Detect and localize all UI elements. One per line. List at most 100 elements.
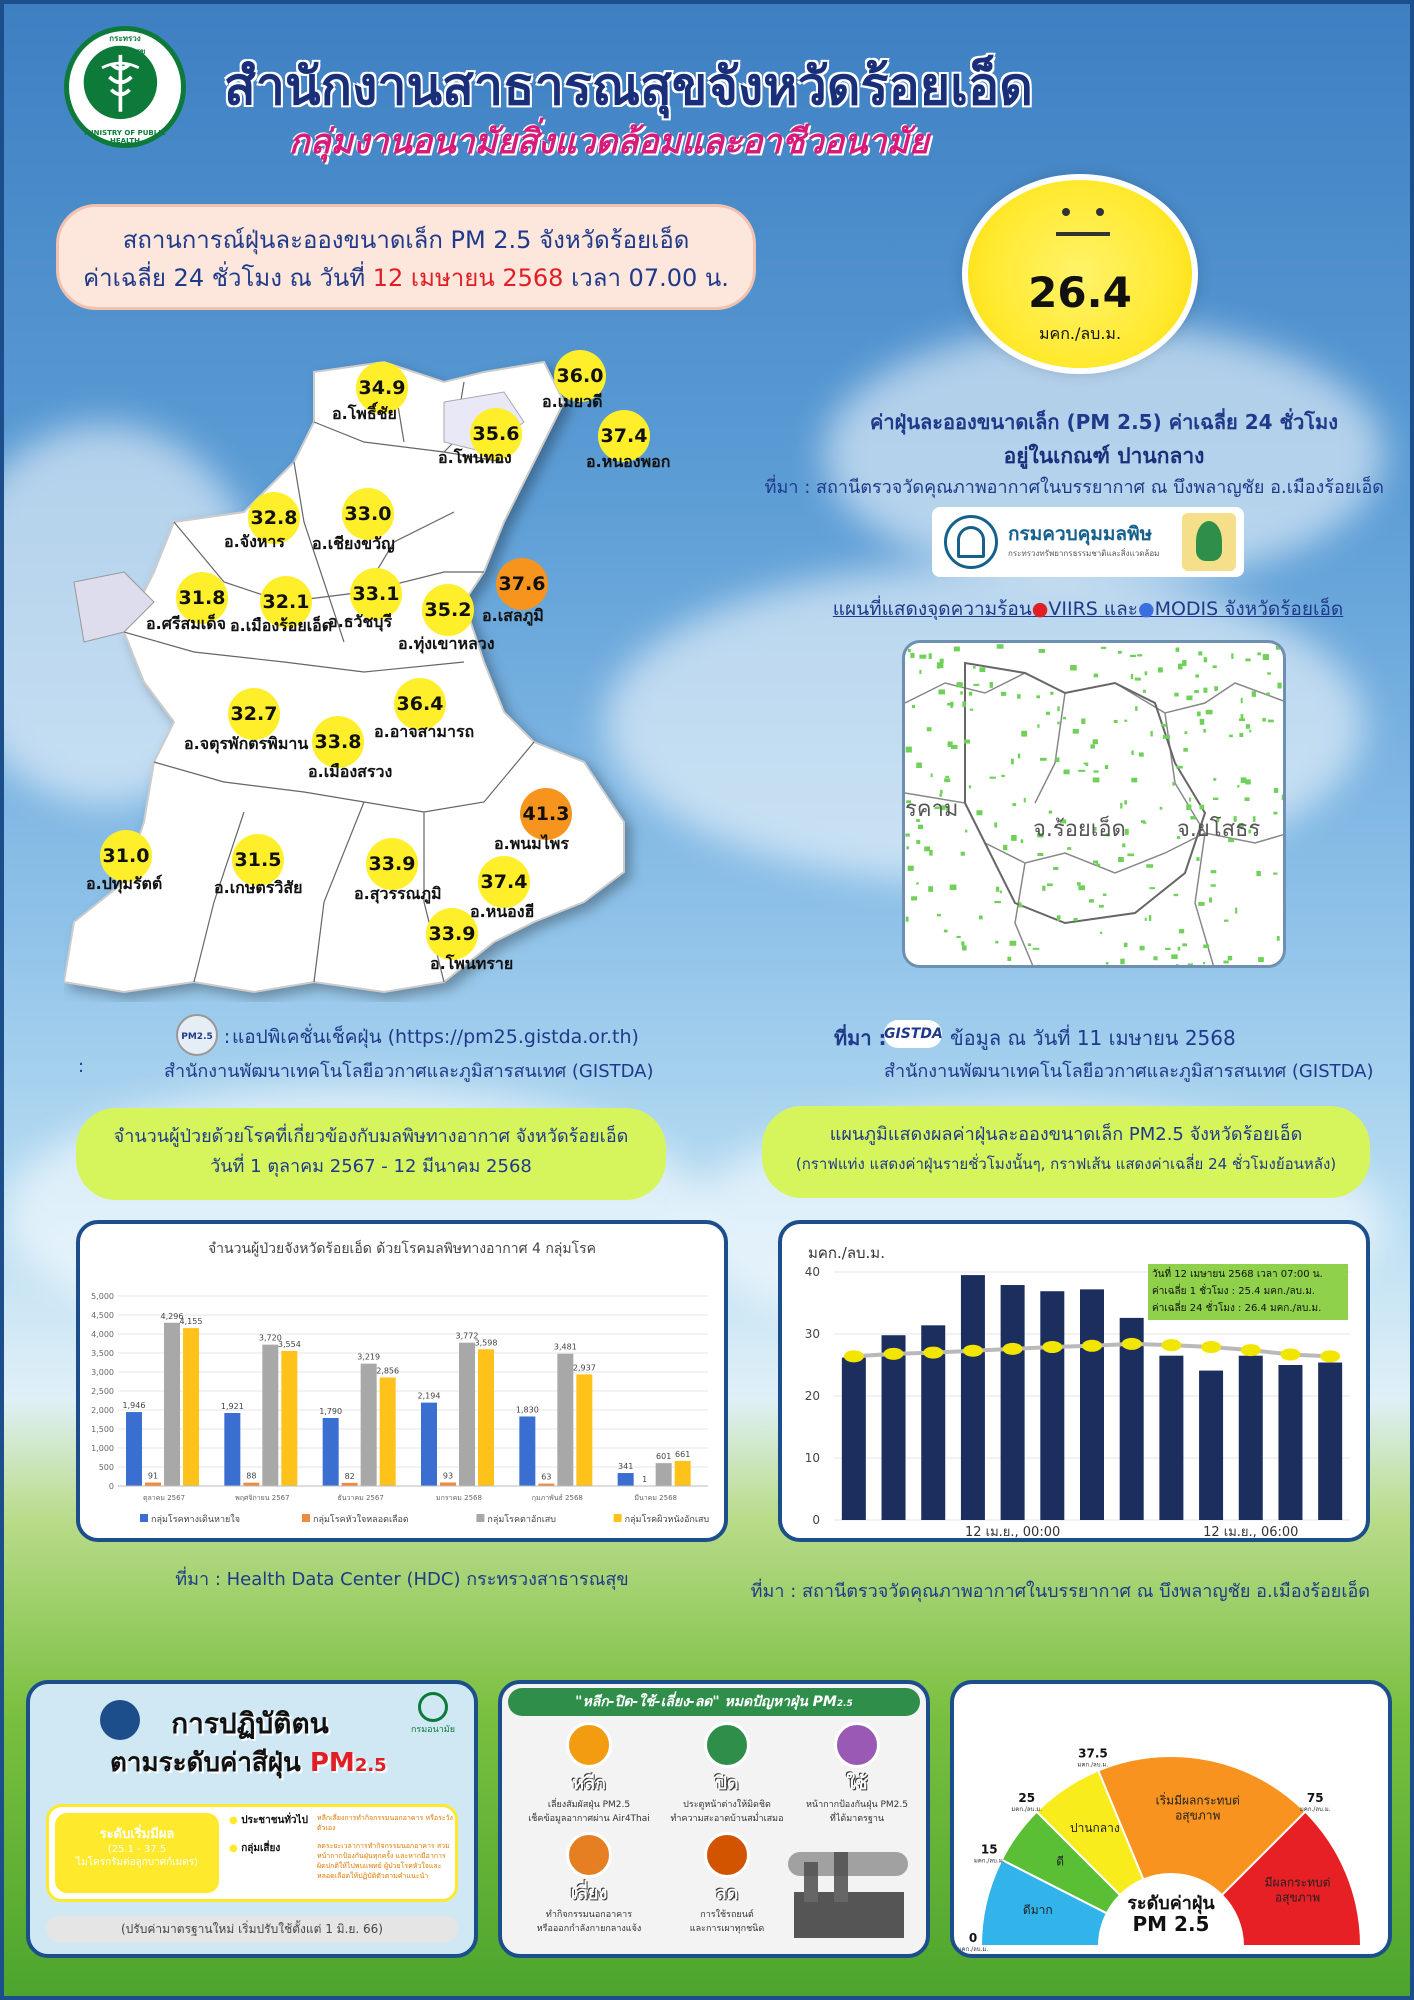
mascot-icon <box>100 1700 140 1740</box>
hotspot-mark <box>1123 942 1128 948</box>
gauge-slice-label: อสุขภาพ <box>1175 1809 1220 1824</box>
hotspot-mark <box>956 935 961 938</box>
y-tick-label: 1,500 <box>91 1425 114 1434</box>
hotspot-mark <box>917 824 923 830</box>
pm-heading-line-1: แผนภูมิแสดงผลค่าฝุ่นละอองขนาดเล็ก PM2.5 … <box>829 1124 1303 1145</box>
hotspot-mark <box>1011 758 1014 765</box>
gauge-tick-unit: มคก./ลบ.ม. <box>974 1857 1005 1864</box>
aqi-value: 26.4 <box>1028 268 1132 317</box>
y-tick-label: 2,000 <box>91 1406 114 1415</box>
bar <box>322 1417 339 1486</box>
district-value-bubble: 34.9 <box>356 362 408 414</box>
avg24-point <box>1042 1341 1063 1354</box>
hotspot-mark <box>1199 804 1205 810</box>
tip-item: ลด การใช้รถยนต์ และการเผาทุกชนิด <box>662 1832 792 1935</box>
hotspot-mark <box>1203 961 1206 965</box>
hotspot-mark <box>1017 694 1021 699</box>
hotspot-mark <box>1198 901 1205 906</box>
pcd-emblem-icon <box>944 515 998 569</box>
hotspot-mark <box>936 662 944 669</box>
district-value-bubble: 32.7 <box>228 688 280 740</box>
hotspot-mark <box>1229 734 1233 738</box>
hotspot-mark <box>1257 652 1261 656</box>
district-name-label: อ.เมืองสรวง <box>308 762 393 781</box>
y-tick-label: 2,500 <box>91 1387 114 1396</box>
hotspot-mark <box>1210 884 1216 887</box>
hotspot-mark <box>939 658 944 664</box>
hotspot-mark <box>949 884 957 891</box>
hotspot-mark <box>1214 688 1218 692</box>
patients-heading-box: จำนวนผู้ป่วยด้วยโรคที่เกี่ยวข้องกับมลพิษ… <box>76 1108 666 1200</box>
tips-title-text: "หลีก-ปิด-ใช้-เลี่ยง-ลด" หมดปัญหาฝุ่น PM <box>575 1694 837 1710</box>
hotspot-mark <box>1212 797 1219 800</box>
ministry-logo-small-icon <box>418 1692 448 1722</box>
pm-info-avg24: ค่าเฉลี่ย 24 ชั่วโมง : 26.4 มคก./ลบ.ม. <box>1152 1303 1322 1314</box>
y-tick-label: 0 <box>109 1482 114 1491</box>
hotspot-mark <box>924 846 930 852</box>
district-value-bubble: 31.0 <box>100 830 152 882</box>
modis-label: MODIS <box>1154 598 1219 620</box>
patients-bar-chart: 0 500 1,000 1,500 2,000 2,500 3,000 3,500 4,000 4… <box>91 1292 709 1525</box>
legend-swatch <box>140 1514 148 1522</box>
hotspot-mark <box>928 653 932 659</box>
hotspot-mark <box>916 882 919 885</box>
hotspot-mark <box>907 865 914 871</box>
patients-chart-title: จำนวนผู้ป่วยจังหวัดร้อยเอ็ด ด้วยโรคมลพิษ… <box>207 1241 597 1257</box>
district-name-label: อ.เกษตรวิสัย <box>214 878 303 897</box>
bar <box>262 1344 279 1486</box>
hotspot-mark <box>939 793 942 797</box>
hotspot-mark <box>1249 729 1252 733</box>
tip-head: หลีก <box>572 1773 606 1794</box>
viirs-label: VIIRS <box>1048 598 1098 620</box>
bar <box>1000 1285 1025 1520</box>
bar <box>281 1350 298 1486</box>
hotspot-mark <box>1124 719 1128 722</box>
hotspot-mark <box>1174 692 1179 697</box>
hotspot-mark <box>1223 960 1229 964</box>
hotspot-source-org: สำนักงานพัฒนาเทคโนโลยีอวกาศและภูมิสารสนเ… <box>884 1061 1374 1082</box>
hotspot-mark <box>1093 826 1097 831</box>
hotspot-mark <box>1245 779 1251 785</box>
hotspot-mark <box>1275 645 1280 650</box>
hotspot-mark <box>1189 797 1192 802</box>
x-tick-label: มีนาคม 2568 <box>634 1494 677 1502</box>
hotspot-mark <box>1037 724 1040 728</box>
hotspot-mark <box>1172 781 1175 786</box>
hotspot-mark <box>1092 739 1098 745</box>
y-axis-label: มคก./ลบ.ม. <box>808 1244 885 1262</box>
gauge-subtitle: PM 2.5 <box>1132 1912 1210 1936</box>
hotspot-mark <box>1018 902 1022 905</box>
gauge-slice <box>1096 1755 1307 1897</box>
avg24-point <box>883 1347 904 1360</box>
page-subtitle: กลุ่มงานอนามัยสิ่งแวดล้อมและอาชีวอนามัย <box>289 122 929 162</box>
pm-info-date: วันที่ 12 เมษายน 2568 เวลา 07:00 น. <box>1152 1269 1323 1280</box>
gauge-slice-label: ปานกลาง <box>1070 1821 1120 1835</box>
hotspot-mark <box>1233 816 1237 822</box>
hotspot-mark <box>1142 821 1147 824</box>
hotspot-mark <box>905 916 909 922</box>
hotspot-mark <box>1251 691 1256 697</box>
hotspot-mark <box>1267 672 1271 675</box>
hotspot-mark <box>1140 820 1146 823</box>
data-label: 4,296 <box>161 1312 184 1321</box>
hotspot-mark <box>1248 829 1252 834</box>
x-tick-label: กุมภาพันธ์ 2568 <box>532 1494 583 1502</box>
hotspot-mark <box>1238 823 1244 829</box>
y-tick-label: 10 <box>805 1451 820 1465</box>
practice-panel: การปฏิบัติตน ตามระดับค่าสีฝุ่น PM2.5 กรม… <box>26 1680 478 1958</box>
hotspot-mark <box>953 646 960 652</box>
avg24-point <box>1201 1341 1222 1354</box>
status-line-2-post: เวลา 07.00 น. <box>563 264 729 292</box>
x-tick-label: มกราคม 2568 <box>436 1494 482 1502</box>
hotspot-mark <box>1057 721 1060 725</box>
hotspot-mark <box>1199 718 1205 725</box>
bar <box>459 1342 475 1486</box>
hotspot-mark <box>1244 797 1250 801</box>
practice-ministry: กรมอนามัย <box>408 1692 458 1736</box>
hotspot-mark <box>1228 838 1235 843</box>
hotspot-mark <box>999 890 1002 894</box>
hotspot-mark <box>1093 673 1099 678</box>
hotspot-mark <box>1175 647 1180 652</box>
hotspot-mark <box>1213 778 1217 781</box>
bar <box>145 1482 161 1486</box>
